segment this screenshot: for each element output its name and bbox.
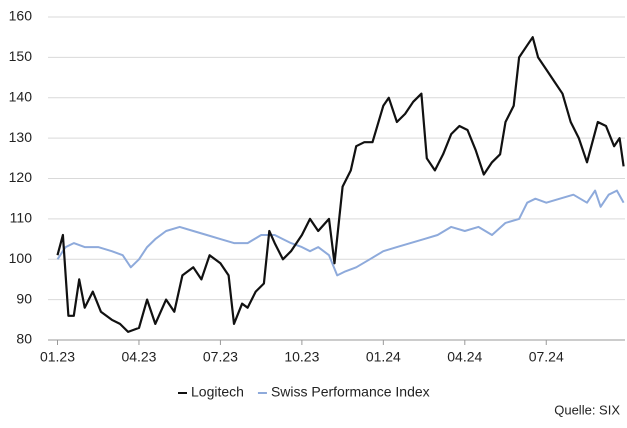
y-tick-label: 140 <box>9 88 33 104</box>
x-tick-label: 07.23 <box>203 349 238 365</box>
series-line <box>56 36 625 333</box>
y-tick-label: 90 <box>16 290 32 306</box>
x-tick-label: 10.23 <box>284 349 319 365</box>
legend-label: Swiss Performance Index <box>271 384 430 400</box>
x-tick-label: 04.23 <box>121 349 156 365</box>
series-line <box>56 189 625 277</box>
y-tick-label: 130 <box>9 129 33 145</box>
y-tick-label: 110 <box>10 210 33 226</box>
x-tick-label: 01.24 <box>366 349 401 365</box>
y-tick-label: 160 <box>9 8 33 24</box>
x-tick-label: 01.23 <box>40 349 75 365</box>
y-tick-label: 120 <box>9 169 33 185</box>
y-tick-label: 80 <box>16 331 32 347</box>
source: Quelle: SIX <box>554 402 620 417</box>
y-tick-label: 150 <box>9 48 33 64</box>
x-tick-label: 07.24 <box>529 349 564 365</box>
legend-label: Logitech <box>191 384 244 400</box>
y-tick-label: 100 <box>9 250 33 266</box>
x-tick-label: 04.24 <box>447 349 482 365</box>
